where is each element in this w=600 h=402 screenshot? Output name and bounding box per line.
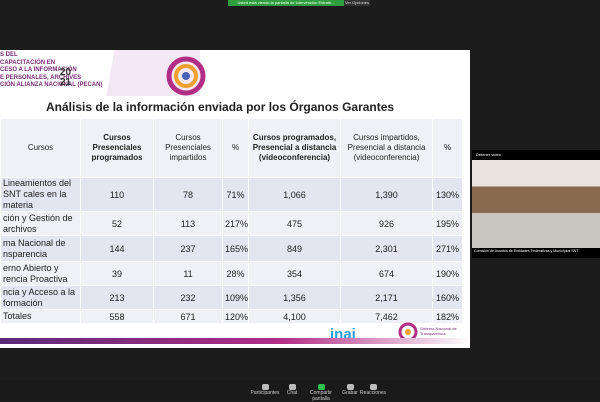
video-scene — [472, 160, 600, 248]
data-row: ma Nacional de nsparencia 144 237 165% 849 2,… — [0, 235, 463, 262]
value-cell: 144 — [80, 235, 154, 262]
footer-stripe — [0, 338, 470, 344]
header-cell: % — [432, 118, 463, 178]
program-line: CESO A LA INFORMACIÓN — [0, 67, 77, 73]
slide-title: Análisis de la información enviada por l… — [46, 100, 395, 114]
value-cell: 1,356 — [248, 285, 341, 310]
value-cell: 4,100 — [248, 309, 341, 324]
header-cell: % — [222, 118, 249, 178]
value-cell: 232 — [153, 285, 223, 310]
value-cell: 113 — [153, 211, 223, 236]
value-cell: 190% — [432, 261, 463, 286]
header-cell: Cursos Presenciales impartidos — [153, 118, 223, 178]
course-cell: Lineamientos del SNT cales en la materia — [0, 177, 81, 212]
toolbar-icon — [288, 384, 296, 390]
data-row: ción y Gestión de archivos 52 113 217% 475 92… — [0, 211, 463, 236]
program-name: S DEL CAPACITACIÓN EN CESO A LA INFORMACIÓ… — [0, 52, 102, 90]
value-cell: 28% — [222, 261, 249, 286]
header-cell: Cursos programados, Presencial a distanc… — [248, 118, 341, 178]
header-stripe — [0, 50, 200, 96]
view-options[interactable]: Ver Opciones — [344, 0, 370, 6]
value-cell: 237 — [153, 235, 223, 262]
value-cell: 195% — [432, 211, 463, 236]
program-line: CIÓN ALIANZA NACIONAL (PECAN) — [0, 82, 103, 88]
toolbar-label: Reacciones — [359, 390, 387, 396]
toolbar-label: Chat — [286, 390, 298, 396]
program-line: E PERSONALES, ARCHIVES — [0, 74, 82, 81]
participant-video[interactable]: Detener video Comisión de Asuntos de Ent… — [472, 150, 600, 258]
toolbar-icon — [346, 384, 354, 390]
value-cell: 11 — [153, 261, 223, 286]
value-cell: 71% — [222, 177, 249, 212]
toolbar-icon — [261, 384, 269, 390]
course-cell: Totales — [0, 309, 81, 324]
value-cell: 130% — [432, 177, 463, 212]
toolbar-button[interactable]: Grabar — [330, 382, 370, 400]
value-cell: 1,066 — [248, 177, 341, 212]
course-cell: ma Nacional de nsparencia — [0, 235, 81, 262]
meeting-toolbar: Participantes Chat Compartir pantalla Graba… — [0, 380, 600, 402]
toolbar-icon — [317, 384, 325, 390]
value-cell: 213 — [80, 285, 154, 310]
header-cell: Cursos — [0, 118, 81, 178]
share-notice: Usted está viendo la pantalla de Interve… — [237, 0, 335, 5]
toolbar-label: Grabar — [342, 390, 358, 396]
year: 20 21 — [60, 68, 71, 88]
value-cell: 849 — [248, 235, 341, 262]
header-cell: Cursos impartidos, Presencial a distanci… — [340, 118, 433, 178]
data-row: Lineamientos del SNT cales en la materia… — [0, 177, 463, 212]
value-cell: 2,301 — [340, 235, 433, 262]
course-cell: ción y Gestión de archivos — [0, 211, 81, 236]
value-cell: 165% — [222, 235, 249, 262]
program-logo — [166, 56, 206, 96]
value-cell: 160% — [432, 285, 463, 310]
value-cell: 671 — [153, 309, 223, 324]
value-cell: 558 — [80, 309, 154, 324]
toolbar-button[interactable]: Chat — [272, 382, 312, 400]
value-cell: 109% — [222, 285, 249, 310]
value-cell: 1,390 — [340, 177, 433, 212]
header-cell: Cursos Presenciales programados — [80, 118, 154, 178]
toolbar-button[interactable]: Participantes — [245, 382, 285, 400]
year-top: 20 — [60, 67, 72, 78]
value-cell: 39 — [80, 261, 154, 286]
toolbar-label: Compartir pantalla — [310, 390, 332, 402]
video-label: Detener video — [476, 152, 501, 157]
video-caption: Comisión de Asuntos de Entidades Federat… — [474, 249, 579, 253]
year-bottom: 21 — [60, 77, 72, 88]
value-cell: 2,171 — [340, 285, 433, 310]
shared-slide: S DEL CAPACITACIÓN EN CESO A LA INFORMACIÓ… — [0, 50, 470, 348]
toolbar-button[interactable]: Compartir pantalla — [301, 382, 341, 402]
program-line: CAPACITACIÓN EN — [0, 59, 56, 66]
data-row: Totales 558 671 120% 4,100 7,462 182% — [0, 309, 463, 324]
toolbar-icon — [369, 384, 377, 390]
data-row: ncia y Acceso a la formación 213 232 109% 1,… — [0, 285, 463, 310]
program-line: S DEL — [0, 52, 18, 58]
data-row: erno Abierto y rencia Proactiva 39 11 28% 35… — [0, 261, 463, 286]
value-cell: 271% — [432, 235, 463, 262]
toolbar-button[interactable]: Reacciones — [353, 382, 393, 400]
courses-table: Cursos Cursos Presenciales programados Cur… — [0, 118, 463, 324]
value-cell: 110 — [80, 177, 154, 212]
course-cell: ncia y Acceso a la formación — [0, 285, 81, 310]
value-cell: 7,462 — [340, 309, 433, 324]
share-notice-bar: Usted está viendo la pantalla de Interve… — [228, 0, 344, 6]
toolbar-label: Participantes — [250, 390, 280, 396]
value-cell: 120% — [222, 309, 249, 324]
value-cell: 354 — [248, 261, 341, 286]
value-cell: 182% — [432, 309, 463, 324]
value-cell: 52 — [80, 211, 154, 236]
course-cell: erno Abierto y rencia Proactiva — [0, 261, 81, 286]
value-cell: 78 — [153, 177, 223, 212]
header-row: Cursos Cursos Presenciales programados Cur… — [0, 118, 463, 178]
snt-logo: Sistema Nacional de Transparencia — [420, 326, 457, 336]
value-cell: 217% — [222, 211, 249, 236]
value-cell: 926 — [340, 211, 433, 236]
value-cell: 475 — [248, 211, 341, 236]
value-cell: 674 — [340, 261, 433, 286]
